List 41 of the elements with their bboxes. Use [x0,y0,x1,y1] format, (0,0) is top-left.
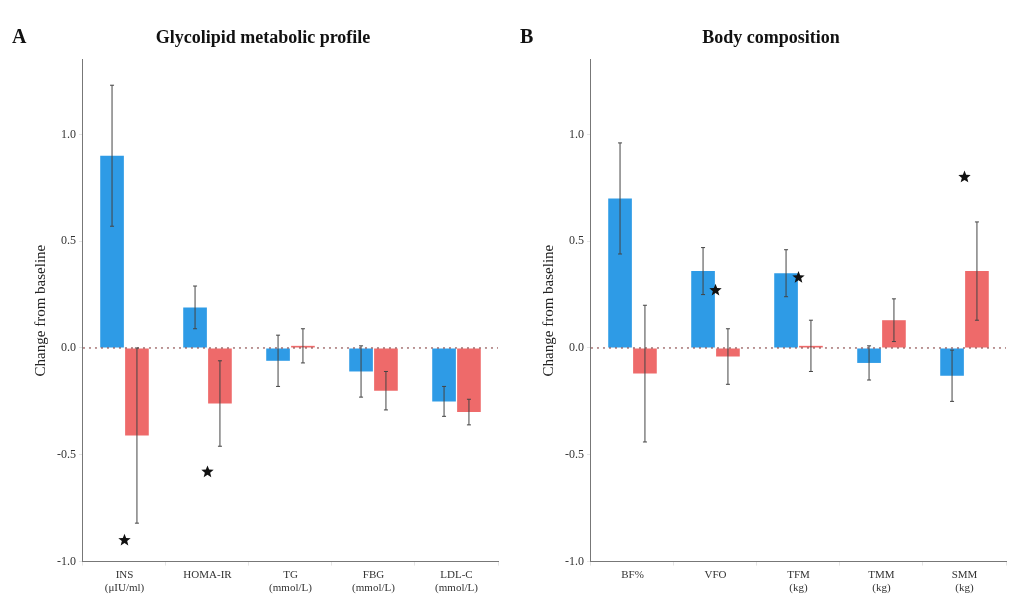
chart-title: Glycolipid metabolic profile [155,27,371,48]
bar [940,348,964,376]
text: B [520,25,534,48]
x-tick-label: INS (μIU/ml) [104,568,145,595]
x-tick-label: FBG (mmol/L) [352,568,396,595]
x-tick-label: TFM (kg) [787,568,811,595]
bar [691,271,715,348]
y-tick-label: -0.5 [565,446,584,461]
y-tick-label: 0.5 [61,233,76,248]
y-tick-label: 0.0 [61,340,76,355]
bar [882,320,906,348]
bar [208,348,232,404]
x-tick-label: TMM (kg) [868,568,895,595]
chart-title: Body composition [702,27,840,48]
x-tick-label: VFO [704,568,727,581]
x-tick-label: TG (mmol/L) [269,568,313,595]
bar [774,273,798,348]
bar [374,348,398,391]
y-tick-label: -0.5 [57,446,76,461]
y-tick-label: 0.5 [569,233,584,248]
bar [183,307,207,348]
y-tick-label: 1.0 [61,126,76,141]
bar [457,348,481,413]
x-tick-label: HOMA-IR [183,568,233,581]
bar [100,155,124,348]
y-tick-label: 1.0 [569,126,584,141]
x-tick-label: LDL-C (mmol/L) [435,568,479,595]
y-tick-label: -1.0 [565,553,584,568]
bar [608,198,632,348]
y-tick-label: 0.0 [569,340,584,355]
bar [633,348,657,374]
x-tick-label: SMM (kg) [951,568,978,595]
bar [349,348,373,372]
text: A [12,25,27,48]
y-axis-title: Change from baseline [539,244,556,377]
y-tick-label: -1.0 [57,553,76,568]
y-axis-title: Change from baseline [31,244,48,377]
bar [432,348,456,402]
x-tick-label: BF% [621,568,644,581]
bar [125,348,149,436]
bar [965,271,989,348]
